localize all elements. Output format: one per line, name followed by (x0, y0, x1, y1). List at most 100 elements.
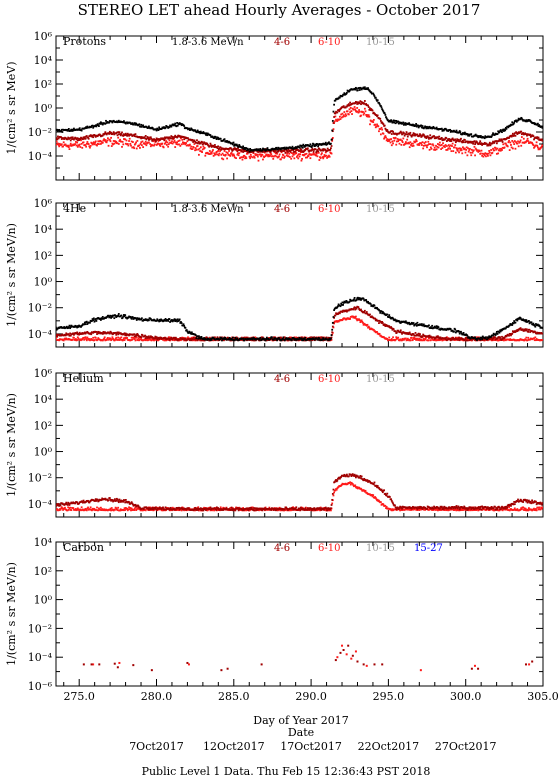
data-point (332, 110, 335, 113)
data-point (322, 149, 325, 152)
data-point (503, 128, 506, 131)
data-point (504, 129, 507, 132)
data-point (380, 126, 383, 129)
data-point (145, 144, 148, 147)
data-point (128, 508, 131, 511)
data-point (526, 328, 528, 331)
data-point (351, 315, 354, 318)
data-point (371, 120, 374, 123)
data-point (136, 333, 139, 335)
data-point (110, 131, 113, 134)
data-point (176, 320, 179, 323)
data-point (301, 336, 303, 339)
data-point (496, 337, 499, 340)
data-point (263, 156, 266, 159)
data-point (57, 142, 59, 145)
data-point (173, 141, 175, 144)
data-point (436, 145, 439, 148)
data-point (207, 337, 210, 340)
data-point (137, 339, 139, 342)
data-point (67, 326, 70, 328)
data-point (449, 128, 451, 131)
data-point (381, 108, 384, 111)
data-point (249, 157, 252, 160)
data-point (120, 314, 123, 317)
data-point (83, 137, 86, 140)
data-point (515, 318, 518, 321)
data-point (443, 145, 446, 147)
data-point (427, 140, 430, 143)
data-point (185, 142, 187, 144)
data-point (180, 321, 182, 323)
data-point (139, 147, 141, 149)
data-point (174, 122, 177, 125)
data-point (275, 155, 278, 158)
data-point (356, 107, 359, 109)
data-point (196, 335, 199, 338)
data-point (321, 143, 324, 146)
data-point (222, 154, 225, 157)
data-point (390, 339, 393, 342)
data-point (389, 141, 392, 144)
data-point (140, 141, 143, 144)
data-point (386, 313, 389, 316)
data-point (365, 312, 368, 315)
data-point (194, 149, 196, 152)
data-point (388, 314, 391, 317)
data-point (404, 320, 407, 323)
data-point (324, 149, 327, 152)
data-point (117, 143, 120, 145)
data-point (56, 508, 59, 511)
data-point (306, 147, 309, 150)
data-point (99, 317, 102, 320)
data-point (376, 99, 379, 102)
data-point (117, 119, 120, 122)
data-point (536, 146, 539, 149)
data-point (530, 321, 533, 324)
data-point (467, 141, 469, 144)
data-point (267, 155, 270, 158)
data-point (117, 136, 120, 139)
data-point (445, 140, 448, 143)
data-point (283, 149, 286, 151)
data-point (393, 139, 396, 142)
data-point (412, 333, 415, 336)
data-point (155, 137, 158, 140)
data-point (60, 136, 63, 139)
data-point (200, 339, 203, 342)
data-point (197, 148, 200, 151)
data-point (217, 145, 220, 148)
data-point (497, 130, 500, 133)
data-point (344, 301, 347, 304)
data-point (290, 147, 293, 150)
data-point (220, 148, 223, 151)
data-point (202, 145, 205, 148)
data-point (102, 338, 105, 341)
data-point (174, 320, 177, 323)
data-point (233, 154, 236, 157)
data-point (246, 147, 249, 150)
data-point (541, 144, 543, 147)
data-point (69, 137, 71, 139)
data-point (420, 135, 423, 138)
data-point (123, 314, 125, 316)
data-point (369, 303, 372, 305)
data-point (108, 121, 111, 124)
data-point (216, 336, 219, 339)
data-point (151, 336, 154, 339)
data-point (412, 132, 415, 135)
data-point (453, 146, 456, 149)
data-point (331, 328, 334, 331)
data-point (498, 138, 501, 141)
data-point (197, 335, 200, 338)
data-point (101, 141, 104, 144)
data-point (437, 339, 440, 342)
data-point (89, 508, 91, 511)
data-point (339, 305, 342, 308)
data-point (532, 135, 535, 138)
data-point (473, 140, 476, 143)
data-point (494, 334, 497, 336)
data-point (524, 120, 527, 123)
